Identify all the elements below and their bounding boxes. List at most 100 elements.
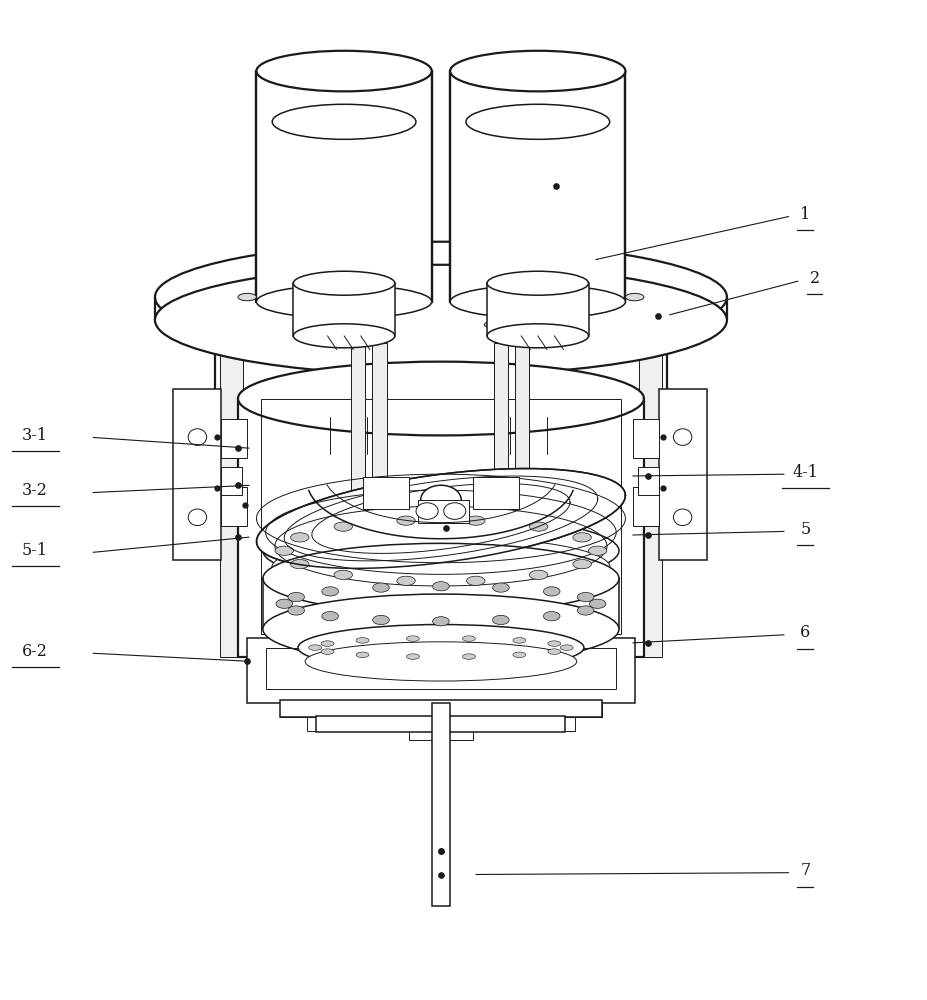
Ellipse shape bbox=[309, 321, 333, 328]
Bar bbox=[632, 487, 658, 526]
Bar bbox=[473, 477, 519, 509]
Ellipse shape bbox=[262, 543, 618, 613]
Ellipse shape bbox=[420, 485, 461, 515]
Text: 5-1: 5-1 bbox=[22, 542, 48, 559]
Ellipse shape bbox=[513, 652, 526, 658]
Ellipse shape bbox=[547, 649, 560, 654]
Ellipse shape bbox=[287, 606, 304, 615]
Bar bbox=[279, 700, 602, 717]
Ellipse shape bbox=[237, 293, 256, 301]
Bar bbox=[450, 71, 625, 302]
Bar bbox=[279, 703, 602, 717]
Ellipse shape bbox=[492, 583, 509, 592]
Ellipse shape bbox=[188, 509, 207, 526]
Bar bbox=[431, 703, 450, 906]
Ellipse shape bbox=[321, 649, 334, 654]
Ellipse shape bbox=[287, 592, 304, 602]
Text: 3-2: 3-2 bbox=[22, 482, 48, 499]
Ellipse shape bbox=[188, 429, 207, 445]
Ellipse shape bbox=[466, 516, 485, 525]
Ellipse shape bbox=[528, 570, 547, 579]
Text: 6-2: 6-2 bbox=[22, 643, 48, 660]
Bar bbox=[362, 477, 408, 509]
Ellipse shape bbox=[577, 592, 593, 602]
Ellipse shape bbox=[237, 362, 643, 435]
Text: 3-1: 3-1 bbox=[22, 427, 48, 444]
Ellipse shape bbox=[293, 271, 394, 295]
Text: 4-1: 4-1 bbox=[792, 464, 818, 481]
Ellipse shape bbox=[262, 594, 618, 664]
Polygon shape bbox=[257, 469, 625, 568]
Ellipse shape bbox=[274, 546, 293, 555]
Ellipse shape bbox=[397, 576, 415, 585]
Ellipse shape bbox=[547, 641, 560, 646]
Ellipse shape bbox=[487, 324, 588, 348]
Bar bbox=[265, 648, 616, 689]
Bar bbox=[222, 467, 241, 495]
Bar bbox=[658, 389, 705, 560]
Ellipse shape bbox=[432, 617, 449, 626]
Bar bbox=[372, 343, 387, 546]
Ellipse shape bbox=[560, 645, 573, 650]
Ellipse shape bbox=[275, 599, 292, 608]
Ellipse shape bbox=[462, 636, 475, 641]
Ellipse shape bbox=[290, 533, 309, 542]
Bar bbox=[173, 389, 222, 560]
Ellipse shape bbox=[492, 615, 509, 625]
Ellipse shape bbox=[406, 636, 419, 641]
Text: 6: 6 bbox=[799, 624, 809, 641]
Bar bbox=[260, 399, 620, 634]
Ellipse shape bbox=[356, 652, 369, 658]
Bar bbox=[316, 716, 565, 732]
Ellipse shape bbox=[673, 429, 692, 445]
Ellipse shape bbox=[272, 536, 609, 598]
Bar bbox=[638, 467, 658, 495]
Bar bbox=[237, 399, 643, 657]
Ellipse shape bbox=[397, 516, 415, 525]
Ellipse shape bbox=[256, 51, 431, 91]
Text: 1: 1 bbox=[799, 206, 809, 223]
Ellipse shape bbox=[625, 293, 643, 301]
Bar bbox=[307, 717, 574, 731]
Ellipse shape bbox=[293, 324, 394, 348]
Bar bbox=[293, 283, 394, 336]
Bar bbox=[256, 71, 431, 302]
Ellipse shape bbox=[322, 587, 338, 596]
Ellipse shape bbox=[334, 522, 352, 531]
Ellipse shape bbox=[450, 285, 625, 318]
Ellipse shape bbox=[256, 285, 431, 318]
Ellipse shape bbox=[155, 242, 726, 352]
Bar bbox=[408, 731, 473, 740]
Ellipse shape bbox=[466, 576, 485, 585]
Ellipse shape bbox=[334, 570, 352, 579]
Ellipse shape bbox=[356, 638, 369, 643]
Ellipse shape bbox=[513, 638, 526, 643]
Text: 5: 5 bbox=[799, 521, 809, 538]
Text: 2: 2 bbox=[808, 270, 819, 287]
Ellipse shape bbox=[290, 560, 309, 569]
Ellipse shape bbox=[373, 615, 388, 625]
Ellipse shape bbox=[305, 642, 577, 681]
Bar bbox=[220, 343, 242, 657]
Ellipse shape bbox=[484, 321, 508, 328]
Ellipse shape bbox=[487, 271, 588, 295]
Ellipse shape bbox=[373, 583, 388, 592]
Ellipse shape bbox=[588, 546, 606, 555]
Ellipse shape bbox=[321, 641, 334, 646]
Ellipse shape bbox=[572, 533, 590, 542]
Ellipse shape bbox=[572, 560, 590, 569]
Bar bbox=[350, 343, 365, 546]
Bar bbox=[222, 419, 247, 458]
Ellipse shape bbox=[215, 279, 667, 371]
Ellipse shape bbox=[322, 612, 338, 621]
Bar bbox=[222, 487, 247, 526]
Ellipse shape bbox=[450, 51, 625, 91]
Ellipse shape bbox=[524, 293, 541, 301]
Bar bbox=[639, 343, 662, 657]
Ellipse shape bbox=[298, 625, 583, 671]
Ellipse shape bbox=[465, 104, 609, 139]
Ellipse shape bbox=[528, 522, 547, 531]
Ellipse shape bbox=[406, 654, 419, 659]
Ellipse shape bbox=[415, 503, 438, 519]
Bar bbox=[417, 500, 468, 523]
